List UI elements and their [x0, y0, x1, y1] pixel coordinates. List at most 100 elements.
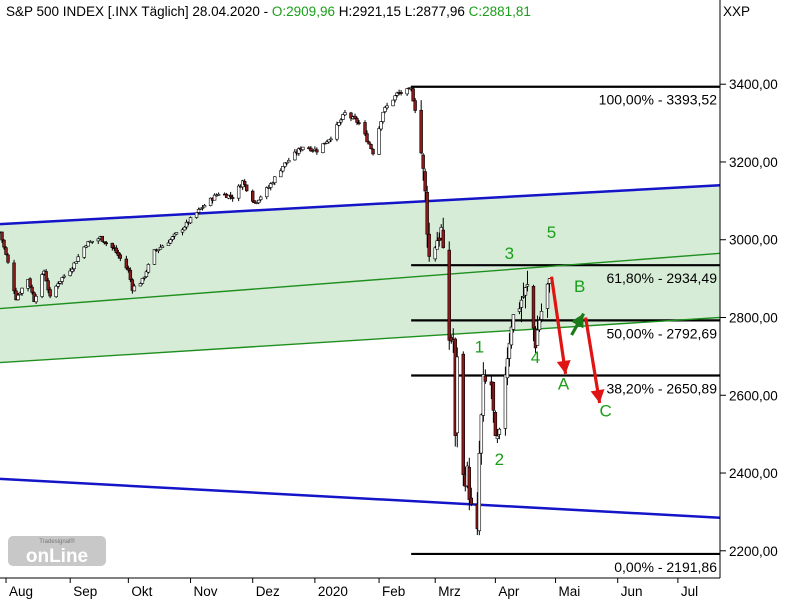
candle-body [493, 412, 498, 436]
x-tick-label: Dez [256, 584, 280, 599]
y-tick-label: 2400,00 [729, 466, 778, 481]
candle-body [2, 239, 6, 248]
candle-body [435, 240, 439, 250]
open-value: O:2909,96 [271, 4, 335, 19]
candle-body [385, 105, 389, 109]
candle-body [339, 119, 343, 123]
candle-body [509, 326, 514, 346]
candle-body [132, 285, 137, 292]
candle-body [395, 92, 399, 96]
fib-level-label: 61,80% - 2934,49 [606, 270, 717, 286]
channel-line-upper [0, 184, 721, 226]
candle-body [242, 181, 247, 185]
candle-body [188, 217, 193, 224]
candle-body [0, 231, 4, 241]
candle-body [379, 121, 383, 130]
candle-body [433, 247, 437, 260]
candle-body [48, 289, 52, 297]
logo-small-text: Tradesignal® [39, 538, 75, 545]
candle-body [421, 154, 425, 169]
candle-body [265, 187, 269, 198]
candle-body [194, 212, 199, 218]
candle-body [391, 99, 395, 107]
candle-body [90, 240, 94, 243]
y-tick-label: 2800,00 [729, 310, 778, 325]
candle-body [281, 166, 285, 172]
candle-body [321, 143, 325, 154]
candle-body [118, 254, 123, 259]
candle-body [521, 296, 526, 298]
candle-body [196, 209, 201, 213]
candle-body [539, 310, 544, 320]
candle-body [54, 285, 58, 298]
candle-body [381, 111, 385, 122]
x-tick-label: Sep [73, 584, 97, 599]
online-logo: Tradesignal® onLine [8, 536, 106, 566]
candle-body [18, 292, 22, 295]
candle-body [124, 258, 129, 269]
x-tick-label: Mai [559, 584, 581, 599]
fib-level-label: 38,20% - 2650,89 [606, 380, 717, 396]
y-axis-area [720, 0, 800, 600]
projection-arrow-head [556, 360, 571, 374]
candle-body [46, 280, 50, 291]
candle-body [423, 171, 427, 192]
candle-body [535, 329, 540, 346]
candle-body [62, 275, 66, 278]
wave-label: 4 [531, 348, 540, 367]
y-tick-label: 2200,00 [729, 544, 778, 559]
x-tick-label: Feb [382, 584, 405, 599]
trend-line-mid [0, 252, 721, 310]
candle-body [104, 242, 108, 245]
candle-body [355, 118, 359, 123]
candle-body [56, 283, 60, 287]
candle-body [30, 286, 34, 293]
candle-body [271, 182, 275, 185]
x-tick-label: Jul [681, 584, 698, 599]
candle-body [399, 92, 403, 94]
candle-body [58, 281, 62, 284]
candle-body [517, 308, 522, 312]
candle-body [449, 337, 453, 342]
candle-body [483, 375, 488, 382]
x-tick-label: Jun [621, 584, 643, 599]
wave-label: 2 [495, 450, 504, 469]
candle-body [102, 241, 106, 244]
candle-body [16, 294, 20, 301]
candle-body [419, 109, 423, 154]
candle-body [273, 176, 277, 183]
candle-body [6, 254, 10, 263]
candle-body [128, 269, 133, 280]
wave-label: A [558, 374, 570, 393]
candle-body [230, 197, 235, 199]
x-tick-label: Mrz [438, 584, 461, 599]
y-tick-label: 3200,00 [729, 155, 778, 170]
candle-body [293, 151, 297, 161]
candle-body [68, 270, 72, 276]
candle-body [74, 261, 78, 264]
candle-body [174, 232, 179, 235]
candle-body [20, 287, 24, 294]
candle-body [269, 183, 273, 188]
candle-body [152, 249, 157, 265]
candle-body [481, 374, 486, 416]
candle-body [202, 205, 207, 208]
candle-body [371, 148, 375, 155]
wave-label: 5 [547, 223, 556, 242]
candle-body [216, 193, 221, 196]
candle-body [503, 374, 508, 429]
candle-body [244, 184, 249, 192]
candle-body [301, 146, 305, 151]
candle-body [329, 138, 333, 141]
candle-body [146, 264, 151, 273]
wave-label: B [574, 277, 585, 296]
candle-body [4, 247, 8, 255]
candle-body [184, 221, 189, 228]
y-tick-label: 2600,00 [729, 388, 778, 403]
candle-body [455, 356, 459, 434]
close-value: C:2881,81 [464, 4, 531, 19]
x-tick-label: Aug [9, 584, 33, 599]
low-value: L:2877,96 [401, 4, 465, 19]
candle-body [160, 245, 165, 248]
candle-body [172, 233, 177, 237]
